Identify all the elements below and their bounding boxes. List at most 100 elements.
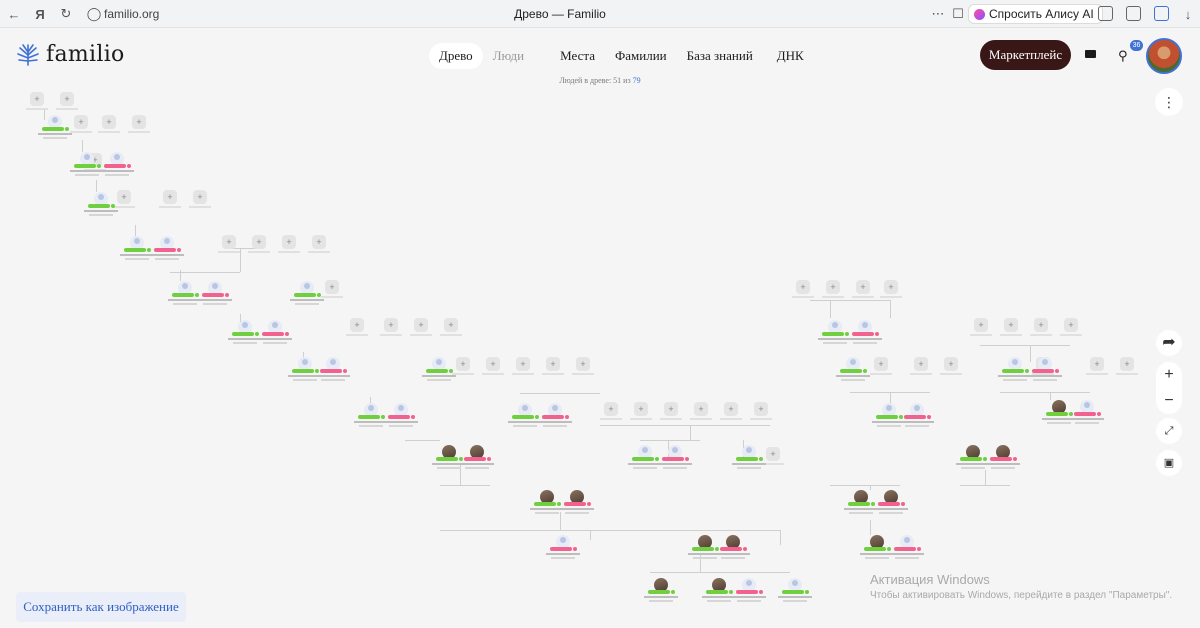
person-card-male[interactable] bbox=[168, 281, 202, 321]
add-relative-slot[interactable]: + bbox=[1060, 318, 1082, 336]
add-relative-slot[interactable]: + bbox=[910, 357, 932, 375]
person-card-male[interactable] bbox=[628, 445, 662, 485]
person-card-female[interactable] bbox=[900, 403, 934, 443]
add-relative-slot[interactable]: + bbox=[870, 357, 892, 375]
person-card-male[interactable] bbox=[38, 115, 72, 155]
add-relative-slot[interactable]: + bbox=[308, 235, 330, 253]
add-relative-slot[interactable]: + bbox=[720, 402, 742, 420]
add-relative-slot[interactable]: + bbox=[440, 318, 462, 336]
add-relative-slot[interactable]: + bbox=[1116, 357, 1138, 375]
nav-surnames[interactable]: Фамилии bbox=[615, 48, 667, 63]
add-relative-slot[interactable]: + bbox=[630, 402, 652, 420]
add-relative-slot[interactable]: + bbox=[572, 357, 594, 375]
person-card-female[interactable] bbox=[716, 535, 750, 575]
add-relative-slot[interactable]: + bbox=[113, 190, 135, 208]
add-relative-slot[interactable]: + bbox=[822, 280, 844, 298]
person-card-male[interactable] bbox=[860, 535, 894, 575]
person-card-male[interactable] bbox=[290, 281, 324, 321]
yandex-icon[interactable]: Я bbox=[35, 6, 45, 22]
person-card-male[interactable] bbox=[1042, 400, 1076, 440]
add-relative-slot[interactable]: + bbox=[852, 280, 874, 298]
person-card-female[interactable] bbox=[658, 445, 692, 485]
add-relative-slot[interactable]: + bbox=[1086, 357, 1108, 375]
person-card-female[interactable] bbox=[890, 535, 924, 575]
add-relative-slot[interactable]: + bbox=[98, 115, 120, 133]
add-relative-slot[interactable]: + bbox=[1030, 318, 1052, 336]
add-relative-slot[interactable]: + bbox=[482, 357, 504, 375]
user-avatar[interactable] bbox=[1146, 38, 1182, 74]
focus-me-button[interactable]: ▣ bbox=[1163, 457, 1175, 469]
person-card-female[interactable] bbox=[732, 578, 766, 618]
person-card-female[interactable] bbox=[150, 236, 184, 276]
add-relative-slot[interactable]: + bbox=[690, 402, 712, 420]
add-relative-slot[interactable]: + bbox=[970, 318, 992, 336]
nav-knowledge-base[interactable]: База знаний bbox=[686, 48, 753, 63]
family-tree-canvas[interactable]: + + + + + + + + + + + + + + + + + + + + + + + + + + + + + + + + + + + + + + + +… bbox=[0, 82, 1200, 628]
add-relative-slot[interactable]: + bbox=[26, 92, 48, 110]
collections-icon[interactable] bbox=[1126, 6, 1141, 21]
add-relative-slot[interactable]: + bbox=[346, 318, 368, 336]
person-card-male[interactable] bbox=[778, 578, 812, 618]
add-relative-slot[interactable]: + bbox=[278, 235, 300, 253]
person-card-female[interactable] bbox=[1028, 357, 1062, 397]
add-relative-slot[interactable]: + bbox=[750, 402, 772, 420]
extension-icon[interactable] bbox=[1098, 6, 1113, 21]
mail-icon[interactable] bbox=[1085, 50, 1096, 58]
person-card-female[interactable] bbox=[316, 357, 350, 397]
back-icon[interactable]: ← bbox=[7, 6, 21, 22]
add-relative-slot[interactable]: + bbox=[218, 235, 240, 253]
person-card-male[interactable] bbox=[70, 152, 104, 192]
more-icon[interactable]: ⋯ bbox=[931, 6, 945, 21]
add-relative-slot[interactable]: + bbox=[600, 402, 622, 420]
add-relative-slot[interactable]: + bbox=[189, 190, 211, 208]
add-relative-slot[interactable]: + bbox=[56, 92, 78, 110]
person-card-male[interactable] bbox=[288, 357, 322, 397]
person-card-female[interactable] bbox=[560, 490, 594, 530]
reload-icon[interactable]: ↻ bbox=[60, 6, 72, 21]
add-relative-slot[interactable]: + bbox=[248, 235, 270, 253]
bookmark-icon[interactable]: ☐ bbox=[952, 6, 964, 21]
add-relative-slot[interactable]: + bbox=[410, 318, 432, 336]
person-card-male[interactable] bbox=[732, 445, 766, 485]
notifications-icon[interactable]: ⚲ bbox=[1118, 48, 1128, 63]
person-card-male[interactable] bbox=[644, 578, 678, 618]
person-card-male[interactable] bbox=[688, 535, 722, 575]
person-card-female[interactable] bbox=[100, 152, 134, 192]
person-card-female[interactable] bbox=[258, 320, 292, 360]
people-count-total[interactable]: 79 bbox=[632, 76, 641, 85]
person-card-female[interactable] bbox=[848, 320, 882, 360]
add-relative-slot[interactable]: + bbox=[512, 357, 534, 375]
person-card-male[interactable] bbox=[956, 445, 990, 485]
nav-places[interactable]: Места bbox=[560, 48, 596, 63]
person-card-female[interactable] bbox=[1070, 400, 1104, 440]
person-card-male[interactable] bbox=[998, 357, 1032, 397]
marketplace-button[interactable]: Маркетплейс bbox=[980, 40, 1071, 70]
person-card-female[interactable] bbox=[538, 403, 572, 443]
person-card-male[interactable] bbox=[818, 320, 852, 360]
person-card-male[interactable] bbox=[228, 320, 262, 360]
add-relative-slot[interactable]: + bbox=[321, 280, 343, 298]
person-card-male[interactable] bbox=[120, 236, 154, 276]
add-relative-slot[interactable]: + bbox=[452, 357, 474, 375]
person-card-female[interactable] bbox=[874, 490, 908, 530]
person-card-male[interactable] bbox=[508, 403, 542, 443]
profile-extension-icon[interactable] bbox=[1154, 6, 1169, 21]
more-options-button[interactable]: ⋮ bbox=[1155, 88, 1183, 116]
add-relative-slot[interactable]: + bbox=[792, 280, 814, 298]
person-card-female[interactable] bbox=[198, 281, 232, 321]
save-as-image-button[interactable]: Сохранить как изображение bbox=[16, 592, 186, 622]
person-card-male[interactable] bbox=[530, 490, 564, 530]
nav-people[interactable]: Люди bbox=[492, 48, 525, 63]
person-card-male[interactable] bbox=[422, 357, 456, 397]
add-relative-slot[interactable]: + bbox=[542, 357, 564, 375]
person-card-female[interactable] bbox=[460, 445, 494, 485]
download-icon[interactable]: ↓ bbox=[1184, 6, 1192, 22]
nav-dna[interactable]: ДНК bbox=[776, 48, 804, 63]
person-card-male[interactable] bbox=[836, 357, 870, 397]
person-card-female[interactable] bbox=[384, 403, 418, 443]
address-bar[interactable]: familio.org bbox=[104, 7, 160, 21]
nav-tree[interactable]: Древо bbox=[429, 43, 483, 69]
add-relative-slot[interactable]: + bbox=[128, 115, 150, 133]
ask-alice-button[interactable]: Спросить Алису AI bbox=[968, 4, 1103, 24]
add-relative-slot[interactable]: + bbox=[159, 190, 181, 208]
